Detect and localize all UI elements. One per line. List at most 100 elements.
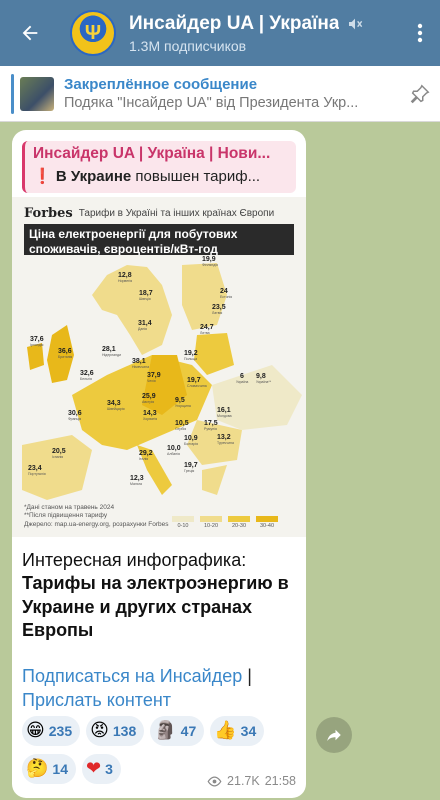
- reaction-grin[interactable]: 😁 235: [22, 716, 81, 746]
- map-value: 34,3: [107, 400, 121, 407]
- map-country: Британія: [58, 355, 72, 359]
- map-country: Хорватія: [143, 417, 157, 421]
- map-value: 10,0: [167, 445, 181, 452]
- greece-shape: [202, 465, 227, 495]
- legend-item: 0-10: [172, 516, 194, 529]
- map-value: 23,4: [28, 465, 42, 472]
- map-legend: 0-10 10-20 20-30 30-40: [172, 516, 278, 529]
- angry-emoji-icon: 😡: [90, 720, 109, 741]
- iberia-shape: [22, 435, 92, 500]
- pinned-thumbnail: [20, 76, 54, 111]
- map-country: Мальта: [130, 482, 142, 486]
- italy-shape: [137, 445, 172, 495]
- post-intro: Интересная инфографика:: [22, 550, 247, 570]
- channel-title: Инсайдер UA | Україна: [129, 12, 340, 34]
- subscriber-count: 1.3M подписчиков: [129, 37, 247, 54]
- reply-preview[interactable]: Инсайдер UA | Україна | Нови... ❗ В Укра…: [22, 141, 296, 193]
- map-country: Болгарія: [184, 442, 198, 446]
- legend-swatch: [200, 516, 222, 522]
- moai-emoji-icon: 🗿: [154, 720, 177, 741]
- more-menu-button[interactable]: [400, 0, 440, 66]
- map-value: 19,2: [184, 350, 198, 357]
- map-value: 13,2: [217, 434, 231, 441]
- map-country: Ірландія: [30, 343, 44, 347]
- pin-icon: [410, 84, 430, 103]
- map-country: Німеччина: [132, 365, 149, 369]
- map-country: Молдова: [217, 414, 232, 418]
- reaction-thinking[interactable]: 🤔 14: [22, 754, 76, 784]
- map-value: 20,5: [52, 448, 66, 455]
- legend-label: 0-10: [177, 523, 189, 529]
- map-value: 36,6: [58, 348, 72, 355]
- map-value: 24: [220, 288, 228, 295]
- reaction-moai[interactable]: 🗿 47: [150, 716, 205, 746]
- unpin-button[interactable]: [400, 83, 440, 105]
- more-vertical-icon: [417, 23, 423, 43]
- map-country: Туреччина: [217, 441, 234, 445]
- trident-icon: Ψ: [84, 21, 102, 44]
- map-country: Литва: [200, 331, 210, 335]
- map-country: Сербія: [175, 427, 186, 431]
- back-button[interactable]: [0, 0, 60, 66]
- reply-title: Инсайдер UA | Україна | Нови...: [33, 145, 271, 162]
- reply-text: ❗ В Украине повышен тариф...: [33, 167, 288, 185]
- subscribe-link[interactable]: Подписаться на Инсайдер: [22, 666, 243, 686]
- reaction-count: 34: [240, 723, 257, 739]
- map-value: 31,4: [138, 320, 152, 327]
- uk-shape: [47, 325, 74, 383]
- map-country: Бельгія: [80, 377, 92, 381]
- channel-info[interactable]: Инсайдер UA | Україна 1.3M подписчиков: [129, 13, 400, 54]
- reaction-angry[interactable]: 😡 138: [86, 716, 145, 746]
- pinned-title: Закреплённое сообщение: [64, 76, 258, 93]
- map-country: Франція: [68, 417, 81, 421]
- map-country: Греція: [184, 469, 194, 473]
- map-country: Україна**: [256, 380, 272, 384]
- map-value: 19,9: [202, 256, 216, 263]
- reaction-thumbs-up[interactable]: 👍 34: [210, 716, 265, 746]
- map-country: Латвія: [212, 311, 222, 315]
- reaction-count: 235: [48, 723, 73, 739]
- thinking-emoji-icon: 🤔: [26, 758, 49, 779]
- map-value: 19,7: [187, 377, 201, 384]
- map-country: Італія: [139, 457, 148, 461]
- map-value: 16,1: [217, 407, 231, 414]
- post-time: 21:58: [264, 774, 296, 788]
- map-value: 9,8: [256, 373, 266, 380]
- note-date: *Дані станом на травень 2024: [24, 504, 115, 511]
- map-country: Румунія: [204, 427, 217, 431]
- infographic-image[interactable]: Forbes Тарифи в Україні та інших країнах…: [12, 197, 306, 537]
- map-value: 29,2: [139, 450, 153, 457]
- map-country: Нідерланди: [102, 353, 121, 357]
- post-text: Интересная инфографика: Тарифы на электр…: [22, 549, 298, 643]
- reaction-heart[interactable]: ❤ 3: [82, 754, 121, 784]
- channel-avatar[interactable]: Ψ: [70, 10, 116, 56]
- pinned-preview: Подяка "Інсайдер UA" від Президента Укр.…: [64, 95, 359, 111]
- map-country: Швейцарія: [107, 407, 125, 411]
- thumbs-up-emoji-icon: 👍: [214, 720, 237, 741]
- balkans-shape: [187, 420, 242, 465]
- map-country: Фінляндія: [202, 263, 218, 267]
- reply-bold: В Украине: [55, 168, 132, 185]
- pinned-message-bar[interactable]: Закреплённое сообщение Подяка "Інсайдер …: [0, 66, 440, 122]
- map-value: 25,9: [142, 393, 156, 400]
- send-content-link[interactable]: Прислать контент: [22, 690, 172, 711]
- eye-icon: [207, 775, 222, 787]
- map-country: Австрія: [142, 400, 154, 404]
- map-country: Україна: [236, 380, 248, 384]
- channel-post: Инсайдер UA | Україна | Нови... ❗ В Укра…: [12, 130, 306, 798]
- view-count: 21.7K: [227, 774, 260, 788]
- finland-shape: [182, 263, 227, 330]
- heart-emoji-icon: ❤: [86, 758, 102, 779]
- map-value: 23,5: [212, 304, 226, 311]
- chat-header: Ψ Инсайдер UA | Україна 1.3M подписчиков: [0, 0, 440, 66]
- share-button[interactable]: [316, 717, 352, 753]
- map-value: 6: [240, 373, 244, 380]
- map-country: Португалія: [28, 472, 46, 476]
- map-country: Угорщина: [175, 404, 191, 408]
- reaction-count: 47: [180, 723, 197, 739]
- legend-item: 10-20: [200, 516, 222, 529]
- map-value: 10,5: [175, 420, 189, 427]
- map-country: Словаччина: [187, 384, 207, 388]
- map-value: 17,5: [204, 420, 218, 427]
- map-value: 32,6: [80, 370, 94, 377]
